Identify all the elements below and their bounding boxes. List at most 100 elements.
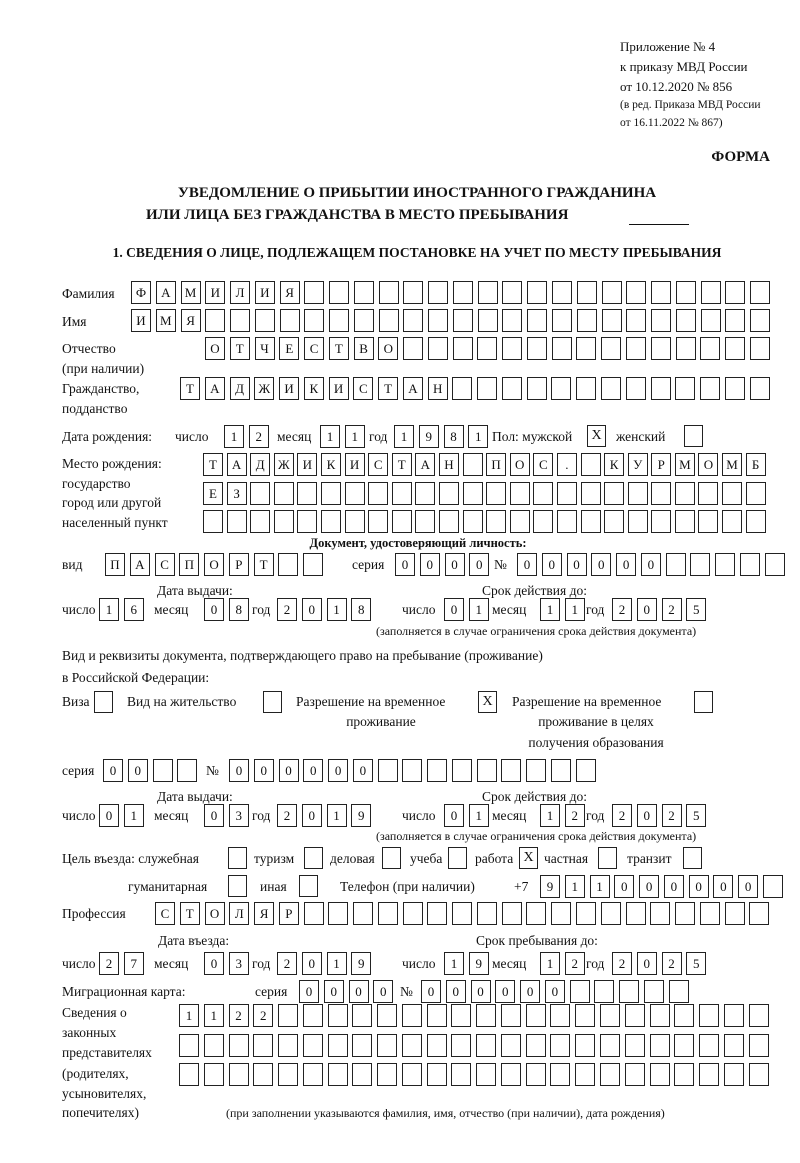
char-cell[interactable]: 0: [713, 875, 734, 898]
purpose-tourism-checkbox[interactable]: [304, 847, 323, 869]
char-cell[interactable]: [500, 1004, 521, 1027]
char-cell[interactable]: С: [533, 453, 554, 476]
char-cell[interactable]: [297, 482, 318, 505]
char-cell[interactable]: [500, 1063, 521, 1086]
char-cell[interactable]: [327, 1034, 348, 1057]
char-cell[interactable]: [427, 759, 448, 782]
char-cell[interactable]: [700, 337, 721, 360]
char-cell[interactable]: 0: [348, 980, 369, 1003]
char-cell[interactable]: 0: [99, 804, 119, 827]
char-cell[interactable]: [452, 902, 473, 925]
char-cell[interactable]: Р: [651, 453, 672, 476]
char-cell[interactable]: [651, 482, 672, 505]
char-cell[interactable]: Н: [427, 377, 448, 400]
char-cell[interactable]: [650, 337, 671, 360]
char-cell[interactable]: [550, 1063, 571, 1086]
char-cell[interactable]: [627, 482, 648, 505]
purpose-official-checkbox[interactable]: [228, 847, 247, 869]
char-cell[interactable]: [402, 759, 423, 782]
char-cell[interactable]: [575, 1004, 596, 1027]
char-cell[interactable]: [604, 510, 625, 533]
char-cell[interactable]: И: [279, 377, 300, 400]
char-cell[interactable]: 2: [277, 598, 297, 621]
char-cell[interactable]: 5: [686, 598, 707, 621]
char-cell[interactable]: 0: [323, 980, 344, 1003]
char-cell[interactable]: 2: [612, 952, 632, 975]
char-cell[interactable]: Ф: [131, 281, 151, 304]
char-cell[interactable]: [723, 1063, 744, 1086]
char-cell[interactable]: 1: [444, 952, 464, 975]
char-cell[interactable]: Т: [180, 377, 200, 400]
char-cell[interactable]: 0: [470, 980, 491, 1003]
char-cell[interactable]: [377, 1004, 398, 1027]
char-cell[interactable]: 0: [495, 980, 516, 1003]
char-cell[interactable]: А: [226, 453, 247, 476]
char-cell[interactable]: [722, 482, 743, 505]
char-cell[interactable]: [320, 510, 341, 533]
char-cell[interactable]: 1: [224, 425, 244, 448]
char-cell[interactable]: [675, 309, 696, 332]
char-cell[interactable]: [476, 902, 497, 925]
char-cell[interactable]: 0: [640, 553, 661, 576]
char-cell[interactable]: 8: [443, 425, 464, 448]
char-cell[interactable]: [745, 510, 766, 533]
sex-female-checkbox[interactable]: [684, 425, 703, 447]
char-cell[interactable]: [401, 1034, 422, 1057]
char-cell[interactable]: [451, 1004, 472, 1027]
char-cell[interactable]: [377, 902, 398, 925]
char-cell[interactable]: [402, 902, 423, 925]
char-cell[interactable]: [674, 510, 695, 533]
char-cell[interactable]: 2: [99, 952, 119, 975]
char-cell[interactable]: [401, 1004, 422, 1027]
char-cell[interactable]: 0: [444, 598, 464, 621]
char-cell[interactable]: 0: [419, 553, 440, 576]
char-cell[interactable]: [378, 309, 399, 332]
char-cell[interactable]: [643, 980, 664, 1003]
char-cell[interactable]: [500, 1034, 521, 1057]
temporary-permit-checkbox[interactable]: X: [478, 691, 497, 713]
char-cell[interactable]: 0: [639, 875, 660, 898]
char-cell[interactable]: Д: [250, 453, 271, 476]
char-cell[interactable]: [403, 309, 424, 332]
char-cell[interactable]: П: [179, 553, 200, 576]
char-cell[interactable]: [179, 1063, 199, 1086]
education-permit-checkbox[interactable]: [694, 691, 713, 713]
char-cell[interactable]: Р: [278, 902, 299, 925]
char-cell[interactable]: Т: [328, 337, 349, 360]
purpose-work-checkbox[interactable]: X: [519, 847, 538, 869]
residence-permit-checkbox[interactable]: [263, 691, 282, 713]
char-cell[interactable]: [438, 510, 459, 533]
char-cell[interactable]: Н: [438, 453, 459, 476]
char-cell[interactable]: [674, 482, 695, 505]
char-cell[interactable]: [699, 1063, 720, 1086]
char-cell[interactable]: [690, 553, 711, 576]
char-cell[interactable]: 1: [540, 952, 560, 975]
char-cell[interactable]: [699, 902, 720, 925]
char-cell[interactable]: [745, 482, 766, 505]
char-cell[interactable]: 0: [301, 804, 322, 827]
char-cell[interactable]: [501, 759, 522, 782]
char-cell[interactable]: [476, 1034, 497, 1057]
char-cell[interactable]: [650, 377, 671, 400]
char-cell[interactable]: [601, 377, 622, 400]
char-cell[interactable]: [327, 1063, 348, 1086]
char-cell[interactable]: [675, 902, 696, 925]
char-cell[interactable]: 0: [614, 875, 635, 898]
char-cell[interactable]: [205, 309, 226, 332]
char-cell[interactable]: [415, 482, 436, 505]
char-cell[interactable]: [426, 1063, 447, 1086]
char-cell[interactable]: [725, 281, 746, 304]
char-cell[interactable]: [203, 1063, 224, 1086]
char-cell[interactable]: [377, 1063, 398, 1086]
char-cell[interactable]: 0: [127, 759, 148, 782]
